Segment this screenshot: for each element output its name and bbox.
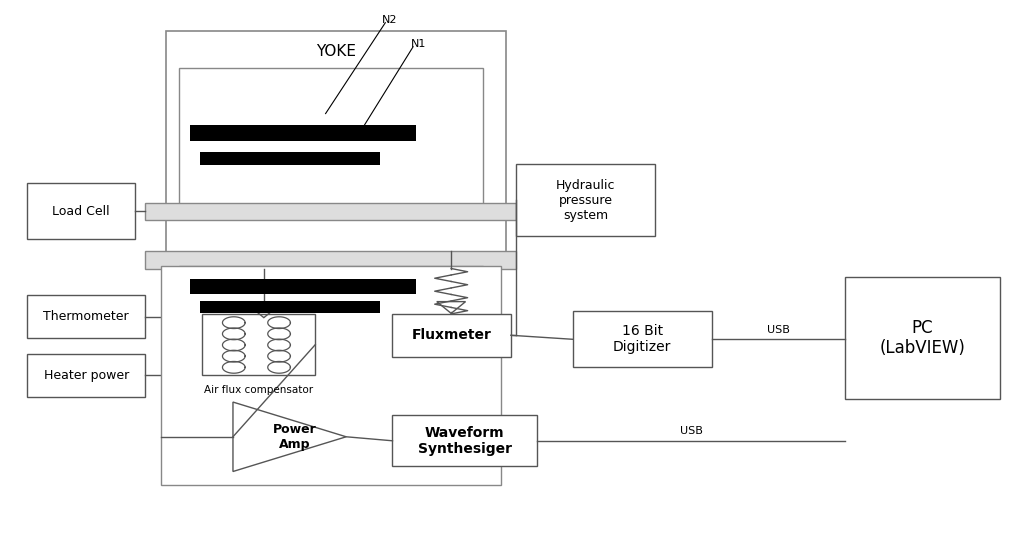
Text: YOKE: YOKE — [316, 43, 356, 59]
Text: N2: N2 — [382, 15, 397, 25]
Text: Hydraulic
pressure
system: Hydraulic pressure system — [555, 179, 615, 222]
Text: PC
(LabVIEW): PC (LabVIEW) — [879, 318, 966, 357]
Bar — [845, 277, 1000, 400]
Text: Power
Amp: Power Amp — [272, 423, 317, 451]
Text: Fluxmeter: Fluxmeter — [412, 328, 491, 342]
Bar — [161, 266, 501, 485]
Bar — [166, 31, 506, 268]
Text: Air flux compensator: Air flux compensator — [204, 386, 314, 395]
Bar — [202, 314, 316, 375]
Text: Thermometer: Thermometer — [43, 310, 129, 323]
Bar — [392, 314, 511, 357]
Bar — [190, 125, 416, 141]
Bar — [180, 68, 483, 205]
Bar — [27, 354, 146, 397]
Text: Load Cell: Load Cell — [53, 205, 110, 217]
Text: Heater power: Heater power — [43, 369, 129, 382]
Bar — [516, 164, 655, 236]
Text: Waveform
Synthesiger: Waveform Synthesiger — [418, 426, 512, 456]
Bar — [180, 266, 483, 335]
Bar — [27, 295, 146, 338]
Bar — [146, 203, 516, 220]
Bar — [190, 279, 416, 294]
Text: USB: USB — [679, 426, 703, 436]
Bar — [573, 311, 711, 367]
Text: USB: USB — [767, 325, 789, 335]
Bar — [27, 183, 135, 239]
Bar — [200, 301, 380, 313]
Bar — [200, 152, 380, 165]
Text: N1: N1 — [411, 39, 426, 49]
Bar — [146, 251, 516, 268]
Bar — [392, 416, 537, 466]
Text: 16 Bit
Digitizer: 16 Bit Digitizer — [613, 324, 671, 354]
